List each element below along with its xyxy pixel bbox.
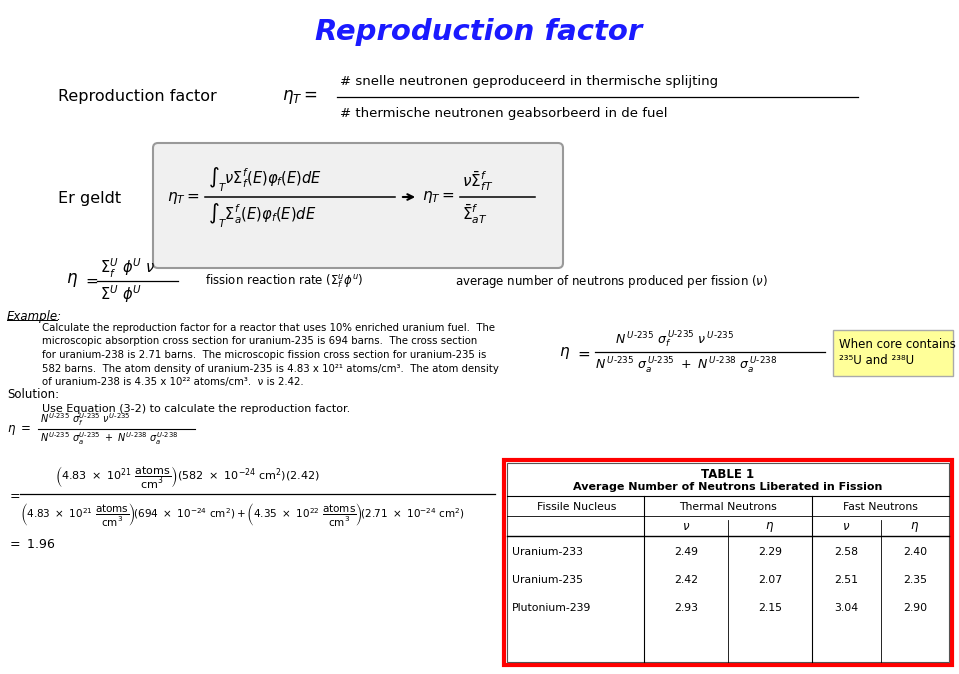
Text: 2.51: 2.51 — [834, 575, 858, 585]
Text: 2.07: 2.07 — [758, 575, 782, 585]
Text: $\left(4.83\ \times\ 10^{21}\ \dfrac{\mathrm{atoms}}{\mathrm{cm}^3}\right)\left(: $\left(4.83\ \times\ 10^{21}\ \dfrac{\ma… — [55, 464, 319, 490]
Text: 2.90: 2.90 — [902, 603, 926, 613]
Text: for uranium-238 is 2.71 barns.  The microscopic fission cross section for uraniu: for uranium-238 is 2.71 barns. The micro… — [42, 350, 486, 360]
Text: Reproduction factor: Reproduction factor — [58, 90, 217, 104]
Text: Thermal Neutrons: Thermal Neutrons — [679, 502, 777, 512]
Text: $=\ 1.96$: $=\ 1.96$ — [7, 539, 56, 551]
Text: 2.15: 2.15 — [758, 603, 782, 613]
Text: $\bar{\Sigma}_{aT}^{f}$: $\bar{\Sigma}_{aT}^{f}$ — [462, 202, 487, 226]
Text: $N^{\,U\text{-}235}\ \sigma_a^{\,U\text{-}235}\ +\ N^{\,U\text{-}238}\ \sigma_a^: $N^{\,U\text{-}235}\ \sigma_a^{\,U\text{… — [595, 356, 777, 376]
FancyBboxPatch shape — [153, 143, 563, 268]
Text: $\eta_T =$: $\eta_T =$ — [282, 88, 317, 106]
Text: Plutonium-239: Plutonium-239 — [512, 603, 592, 613]
Text: microscopic absorption cross section for uranium-235 is 694 barns.  The cross se: microscopic absorption cross section for… — [42, 336, 478, 346]
Text: $\eta$: $\eta$ — [66, 271, 78, 289]
Text: 2.35: 2.35 — [902, 575, 926, 585]
Text: $\nu$: $\nu$ — [842, 520, 851, 534]
Text: 2.42: 2.42 — [674, 575, 698, 585]
Text: $\nu\bar{\Sigma}_{fT}^{f}$: $\nu\bar{\Sigma}_{fT}^{f}$ — [462, 169, 493, 193]
Text: $\eta_T =$: $\eta_T =$ — [422, 189, 455, 205]
Text: Use Equation (3-2) to calculate the reproduction factor.: Use Equation (3-2) to calculate the repr… — [42, 404, 350, 414]
Text: 2.29: 2.29 — [758, 547, 782, 557]
Text: $\Sigma_f^U\ \phi^U\ \nu$: $\Sigma_f^U\ \phi^U\ \nu$ — [100, 256, 155, 280]
Text: $=$: $=$ — [7, 489, 21, 501]
Text: Fast Neutrons: Fast Neutrons — [843, 502, 918, 512]
Text: Fissile Nucleus: Fissile Nucleus — [537, 502, 617, 512]
Text: $\eta$: $\eta$ — [765, 520, 775, 534]
Text: $\eta$: $\eta$ — [910, 520, 920, 534]
Text: 2.49: 2.49 — [674, 547, 698, 557]
Text: When core contains: When core contains — [839, 338, 956, 351]
Text: Er geldt: Er geldt — [58, 191, 121, 206]
Text: $\nu$: $\nu$ — [682, 520, 690, 534]
Text: Uranium-233: Uranium-233 — [512, 547, 583, 557]
Text: Uranium-235: Uranium-235 — [512, 575, 583, 585]
Text: fission reaction rate $(\Sigma_f^u\phi^u)$: fission reaction rate $(\Sigma_f^u\phi^u… — [205, 272, 363, 290]
Text: $\eta\ =$: $\eta\ =$ — [7, 423, 32, 437]
Text: of uranium-238 is 4.35 x 10²² atoms/cm³.  ν is 2.42.: of uranium-238 is 4.35 x 10²² atoms/cm³.… — [42, 377, 304, 387]
Text: $\int_T \Sigma_a^f(E)\varphi_f(E)dE$: $\int_T \Sigma_a^f(E)\varphi_f(E)dE$ — [208, 202, 316, 231]
Text: ²³⁵U and ²³⁸U: ²³⁵U and ²³⁸U — [839, 354, 914, 367]
Text: 2.93: 2.93 — [674, 603, 698, 613]
Text: TABLE 1: TABLE 1 — [701, 468, 755, 481]
Text: 2.40: 2.40 — [902, 547, 926, 557]
Text: $=$: $=$ — [575, 346, 591, 361]
Text: $N^{U\text{-}235}\ \sigma_f^{U\text{-}235}\ \nu^{U\text{-}235}$: $N^{U\text{-}235}\ \sigma_f^{U\text{-}23… — [40, 412, 130, 429]
Text: average number of neutrons produced per fission $(\nu)$: average number of neutrons produced per … — [455, 272, 768, 290]
Text: # snelle neutronen geproduceerd in thermische splijting: # snelle neutronen geproduceerd in therm… — [340, 75, 718, 88]
Text: $\int_T \nu\Sigma_f^f(E)\varphi_f(E)dE$: $\int_T \nu\Sigma_f^f(E)\varphi_f(E)dE$ — [208, 166, 322, 194]
Text: 2.58: 2.58 — [834, 547, 858, 557]
Bar — [507, 463, 949, 662]
Text: $=$: $=$ — [83, 272, 99, 288]
Text: 3.04: 3.04 — [834, 603, 858, 613]
Text: $N^{\,U\text{-}235}\ \sigma_f^{\,U\text{-}235}\ \nu^{\,U\text{-}235}$: $N^{\,U\text{-}235}\ \sigma_f^{\,U\text{… — [615, 330, 735, 350]
Text: Average Number of Neutrons Liberated in Fission: Average Number of Neutrons Liberated in … — [573, 482, 882, 492]
Text: $\left(4.83\ \times\ 10^{21}\ \dfrac{\mathrm{atoms}}{\mathrm{cm}^3}\right)\!\lef: $\left(4.83\ \times\ 10^{21}\ \dfrac{\ma… — [20, 501, 465, 528]
Text: $\eta_T =$: $\eta_T =$ — [167, 190, 199, 206]
Text: Solution:: Solution: — [7, 388, 59, 401]
Text: # thermische neutronen geabsorbeerd in de fuel: # thermische neutronen geabsorbeerd in d… — [340, 106, 667, 119]
Text: $\eta$: $\eta$ — [559, 345, 570, 361]
Text: 582 barns.  The atom density of uranium-235 is 4.83 x 10²¹ atoms/cm³.  The atom : 582 barns. The atom density of uranium-2… — [42, 363, 499, 373]
Text: Reproduction factor: Reproduction factor — [316, 18, 643, 46]
Bar — [504, 460, 952, 665]
Text: Calculate the reproduction factor for a reactor that uses 10% enriched uranium f: Calculate the reproduction factor for a … — [42, 323, 495, 333]
Text: $N^{U\text{-}235}\ \sigma_a^{U\text{-}235}\ +\ N^{U\text{-}238}\ \sigma_a^{U\tex: $N^{U\text{-}235}\ \sigma_a^{U\text{-}23… — [40, 431, 178, 448]
Text: $\Sigma^U\ \phi^U$: $\Sigma^U\ \phi^U$ — [100, 283, 142, 305]
Bar — [833, 330, 953, 376]
Text: Example:: Example: — [7, 310, 62, 323]
